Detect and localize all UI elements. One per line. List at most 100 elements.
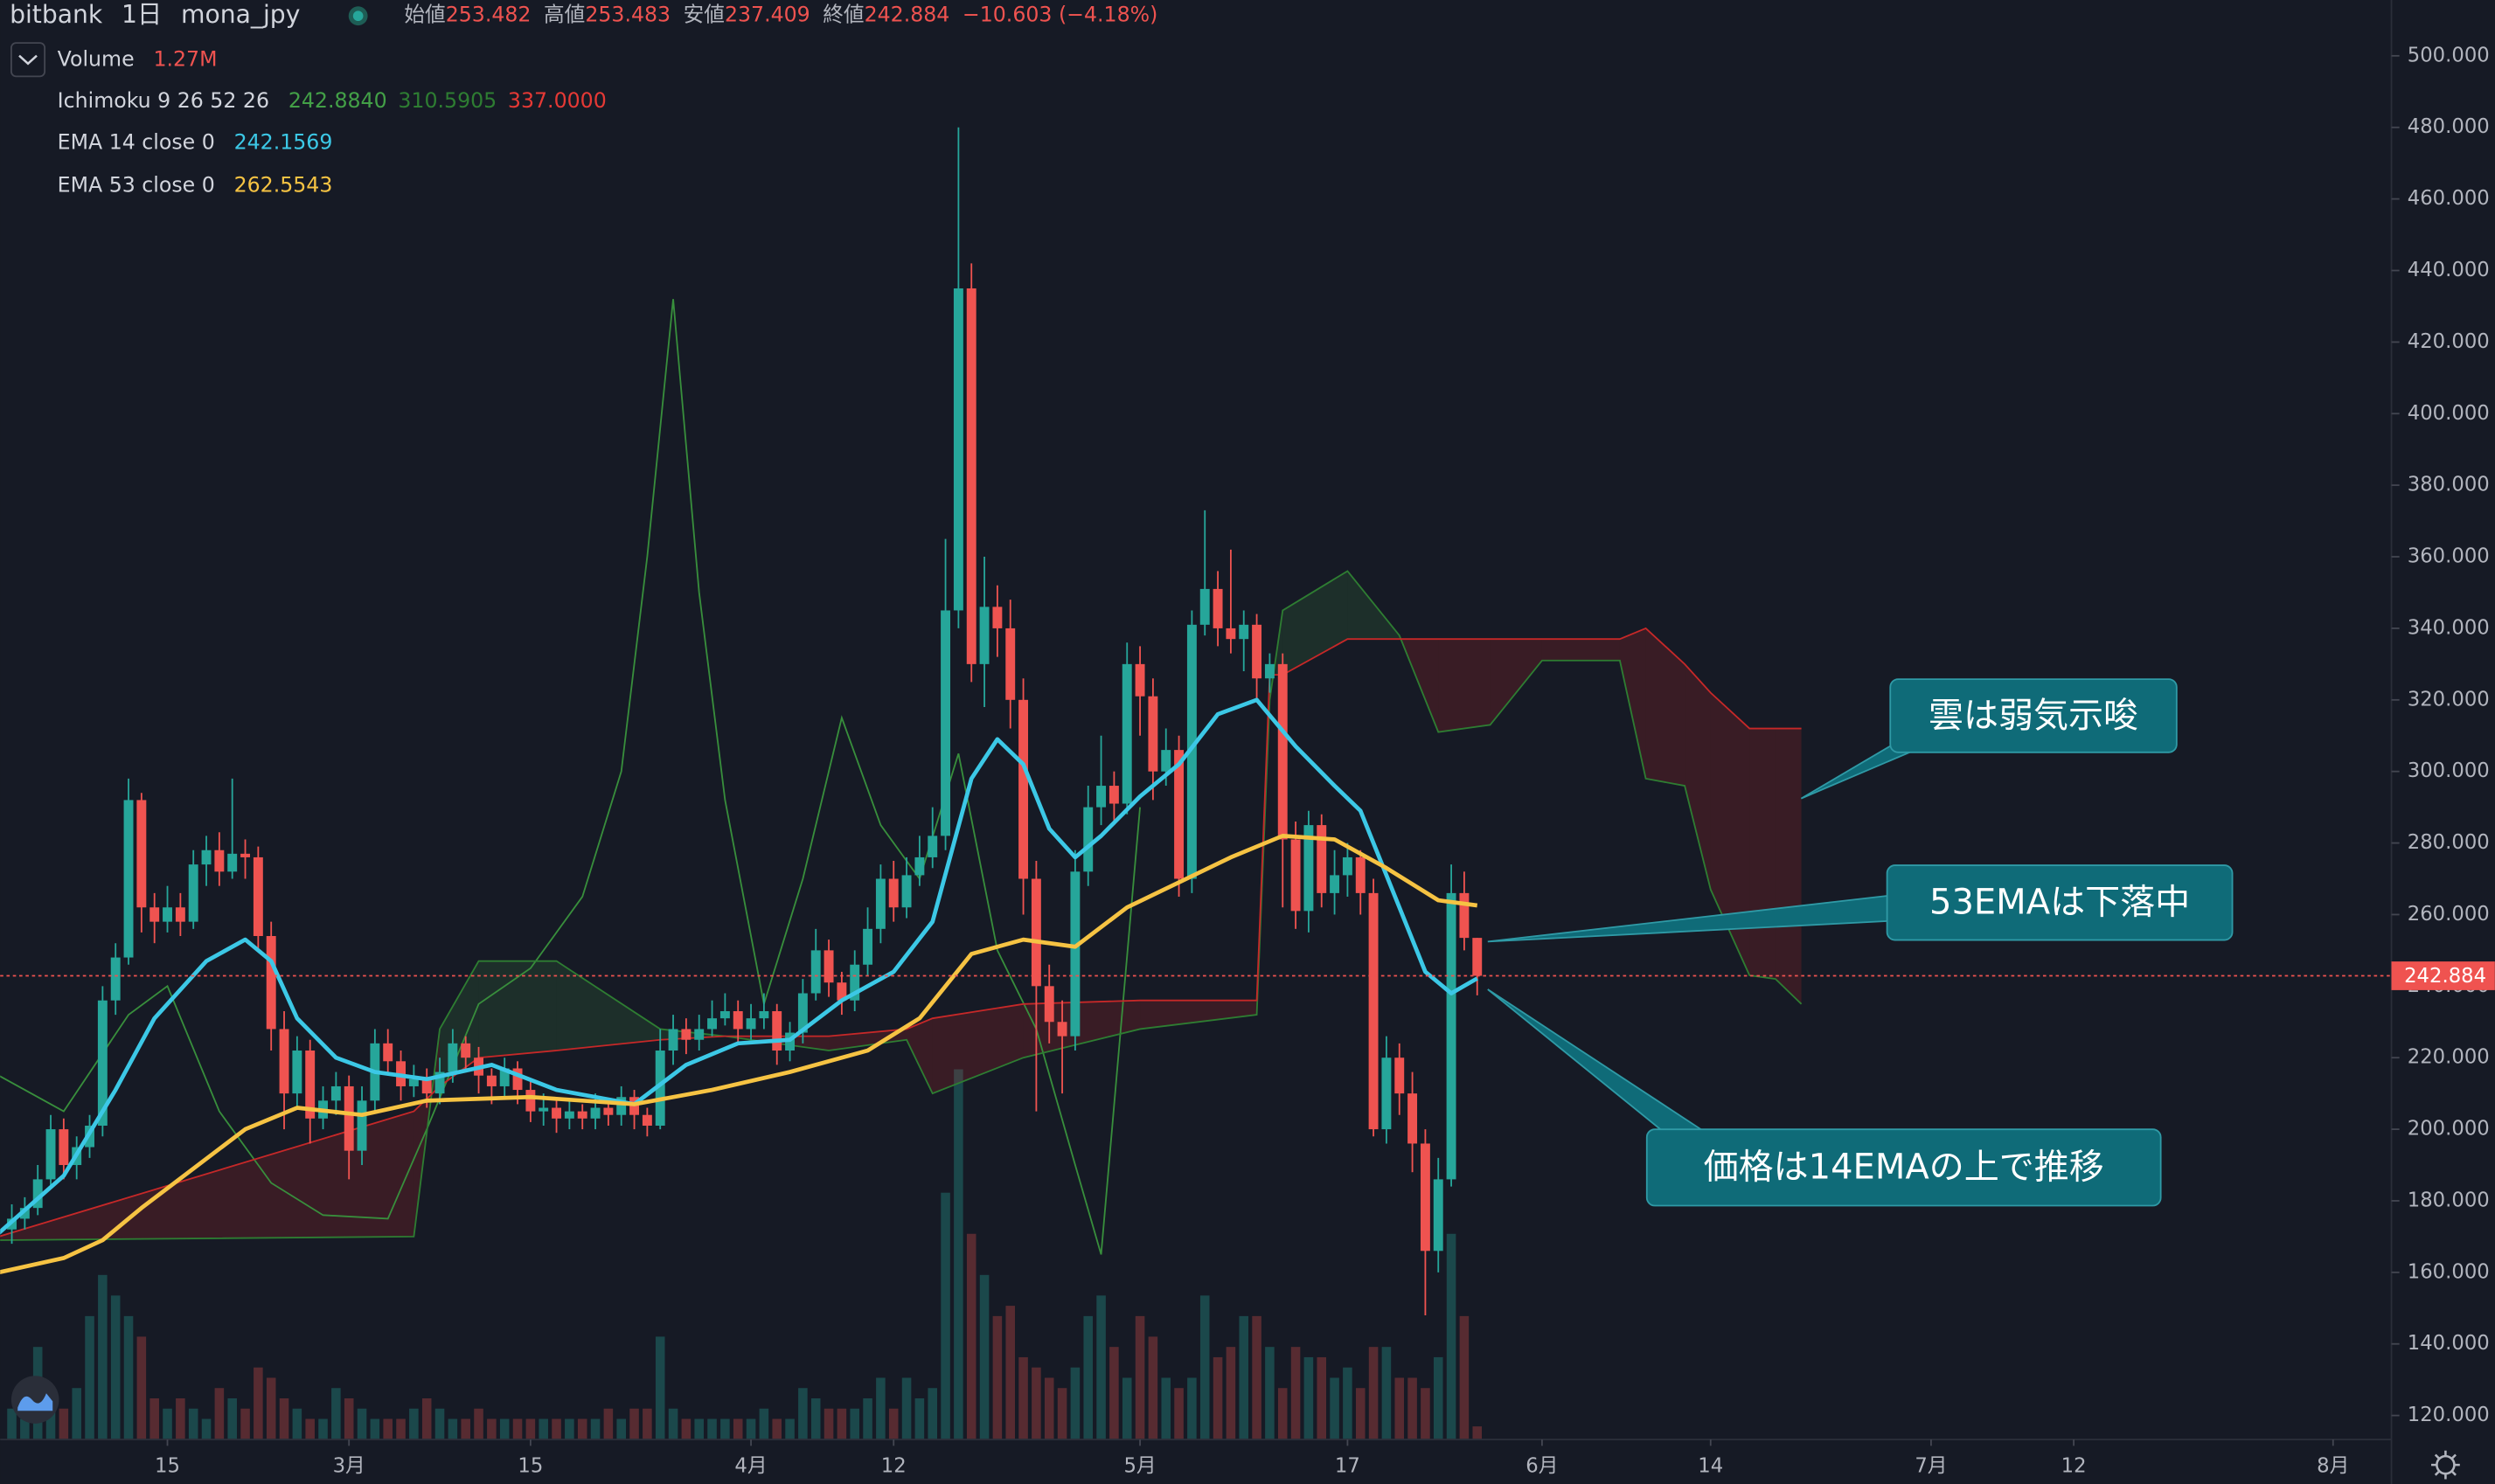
candle-body [850, 964, 860, 1001]
volume-bar [1303, 1356, 1314, 1440]
collapse-button[interactable] [10, 42, 46, 78]
volume-bar [1057, 1388, 1067, 1440]
volume-bar [305, 1418, 315, 1440]
candle-body [486, 1075, 497, 1086]
legend: bitbank 1日 mona_jpy 始値 253.482 高値 253.483 安値 237… [10, 0, 1157, 197]
candle-body [188, 864, 198, 922]
volume-bar [746, 1418, 756, 1440]
candle-body [863, 928, 873, 965]
volume-bar [759, 1408, 769, 1440]
candle-body [292, 1051, 302, 1094]
axes: 120.000 140.000 160.000 180.000 200.000 220.0… [155, 44, 2495, 1477]
candle-body [305, 1051, 316, 1119]
candle-body [1186, 624, 1197, 879]
candle-body [1472, 938, 1483, 976]
volume-bar [461, 1418, 470, 1440]
candle-body [694, 1029, 705, 1040]
candle-body [914, 856, 925, 876]
candle-body [772, 1010, 782, 1051]
legend-value: 337.0000 [508, 88, 607, 113]
ichimoku-lagging-span [0, 299, 1141, 1255]
candle-body [1252, 624, 1262, 679]
volume-bar [954, 1069, 963, 1440]
x-tick-label: 7月 [1915, 1454, 1947, 1477]
candle-body [525, 1090, 536, 1112]
candle-body [1394, 1058, 1405, 1094]
volume-bar [331, 1388, 341, 1440]
candle-body [681, 1029, 692, 1040]
candle-body [59, 1129, 69, 1166]
y-tick-label: 260.000 [2408, 903, 2490, 926]
candle-body [201, 849, 212, 865]
candle-body [1290, 839, 1301, 912]
volume-bar [552, 1418, 561, 1440]
volume-bar [59, 1408, 69, 1440]
volume-bar [1083, 1315, 1094, 1440]
low-label: 安値 [684, 3, 725, 27]
volume-bar [1174, 1388, 1184, 1440]
candle-body [1303, 825, 1314, 912]
volume-bar [785, 1418, 795, 1440]
volume-bar [629, 1408, 639, 1440]
x-tick-label: 5月 [1123, 1454, 1156, 1477]
x-tick-label: 4月 [734, 1454, 767, 1477]
volume-bar [577, 1418, 587, 1440]
volume-bar [434, 1408, 445, 1440]
volume-bar [914, 1397, 925, 1440]
candle-body [966, 288, 976, 664]
candle-body [330, 1085, 341, 1101]
volume-bar [163, 1408, 172, 1440]
volume-bar [966, 1233, 976, 1440]
volume-bar [499, 1418, 510, 1440]
candle-body [603, 1107, 614, 1115]
candle-body [1044, 986, 1054, 1023]
x-tick-label: 14 [1698, 1454, 1723, 1477]
ichimoku-cloud [932, 1003, 1024, 1094]
candle-body [837, 982, 847, 1001]
volume-bar [824, 1408, 834, 1440]
candle-body [979, 607, 990, 664]
settings-gear[interactable] [2431, 1450, 2460, 1480]
volume-bar [292, 1408, 302, 1440]
candle-body [539, 1107, 549, 1112]
candle-body [1083, 807, 1094, 872]
tradingview-logo[interactable] [10, 1376, 59, 1424]
candle-body [1122, 663, 1132, 804]
volume-bar [1394, 1377, 1405, 1440]
volume-bar [1343, 1367, 1352, 1440]
candle-body [655, 1051, 665, 1126]
candle-body [1161, 750, 1171, 772]
candle-body [875, 878, 886, 929]
y-tick-label: 420.000 [2408, 330, 2490, 353]
candle-body [32, 1179, 43, 1209]
candle-body [1031, 878, 1041, 987]
candle-body [357, 1100, 367, 1151]
candle-body [227, 853, 238, 872]
volume-bar [1044, 1377, 1054, 1440]
x-tick-label: 15 [518, 1454, 543, 1477]
x-tick-label: 15 [155, 1454, 180, 1477]
ichimoku-cloud [1775, 728, 1802, 1004]
volume-bar [681, 1418, 692, 1440]
volume-bar [188, 1408, 198, 1440]
x-tick-label: 3月 [333, 1454, 365, 1477]
y-tick-label: 400.000 [2408, 402, 2490, 425]
y-tick-label: 320.000 [2408, 688, 2490, 711]
volume-bar [1421, 1388, 1430, 1440]
volume-bar [1213, 1356, 1223, 1440]
candle-body [1277, 663, 1288, 840]
volume-bar [1018, 1356, 1028, 1440]
volume-bar [901, 1377, 912, 1440]
volume-bar [72, 1388, 81, 1440]
volume-bar [487, 1418, 497, 1440]
candle-body [175, 907, 185, 922]
candle-body [1148, 696, 1158, 772]
candle-body [1199, 588, 1210, 625]
x-tick-label: 6月 [1525, 1454, 1558, 1477]
candle-body [136, 800, 147, 908]
volume-bar [525, 1418, 536, 1440]
candle-body [240, 853, 250, 857]
legend-value: 1.27M [153, 47, 217, 72]
candle-body [1459, 892, 1470, 939]
volume-bar [1070, 1367, 1081, 1440]
